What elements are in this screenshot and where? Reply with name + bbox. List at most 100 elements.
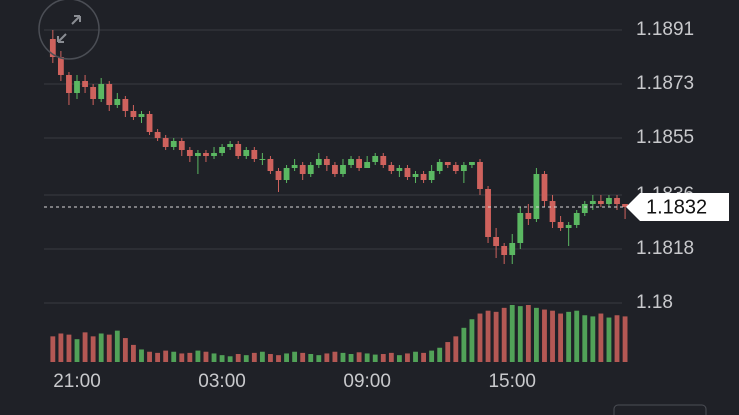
candle-body [74,81,80,93]
candle [549,195,556,228]
current-price-label: 1.1832 [646,196,707,218]
candle-body [178,141,185,150]
volume-bar [147,351,152,362]
candle-body [291,165,298,168]
candle-body [66,75,72,93]
candle-body [186,150,193,156]
x-tick-label: 21:00 [53,371,101,392]
candle [509,234,516,264]
candle [517,207,524,249]
candle [315,153,322,168]
candle-body [364,162,371,168]
volume-bar [58,333,64,362]
candle [243,147,250,159]
candle [404,165,411,180]
candle-body [251,150,258,159]
bottom-button[interactable] [613,404,707,415]
candle-body [170,141,177,147]
candle-body [98,84,105,99]
current-price-box [626,193,729,221]
volume-bar [501,307,507,362]
candle-body [356,159,363,168]
candle-body [154,132,161,138]
candle-body [606,198,612,204]
volume-bar [50,336,56,362]
candle-body [195,153,201,156]
candle-body [372,156,379,162]
expand-button[interactable] [38,0,100,60]
candle-body [162,138,169,147]
volume-bar [445,342,451,362]
candle-body [203,153,209,156]
candle-body [557,222,564,228]
candle [597,195,604,207]
candle-body [307,165,314,174]
candle-body [589,201,596,204]
candle-body [549,201,556,222]
candle [146,111,153,135]
candle-body [493,237,500,246]
volume-bar [308,354,314,362]
candle-body [49,39,56,57]
candle-body [243,150,250,156]
candle-body [428,171,435,180]
volume-bar [251,352,257,362]
volume-bar [533,307,539,362]
candle-body [348,159,354,165]
volume-bar [235,354,241,362]
candle-body [573,213,580,225]
volume-bar [179,353,185,362]
candle-body [533,174,540,219]
candle-body [340,165,346,174]
candle [74,75,80,99]
candle-body [622,204,628,207]
volume-bar [461,327,467,362]
candle [525,204,532,225]
x-tick-label: 15:00 [488,371,536,392]
volume-bar [259,351,265,362]
candle [501,243,508,264]
candle [162,135,169,150]
volume-bar [243,355,249,362]
volume-bar [74,339,80,362]
candle [412,171,419,183]
candle [477,159,483,195]
candle [573,210,580,228]
expand-circle[interactable] [38,0,100,60]
volume-bar [582,315,588,362]
candle [396,165,403,177]
candle [82,75,88,93]
volume-bar [453,336,459,362]
expand-icon[interactable] [57,15,81,43]
candle-body [323,159,330,165]
candle [460,162,467,183]
candle-body [404,168,411,177]
candle [323,156,330,171]
volume-bar [405,353,410,362]
candle [485,186,491,243]
candle [307,162,314,177]
volume-bar [324,353,330,362]
candle-body [412,174,419,177]
candle [606,195,612,207]
volume-bar [614,315,620,362]
volume-bar [276,355,281,362]
volume-bar [469,319,475,362]
volume-bar [106,334,112,362]
candle [57,51,64,81]
volume-bar [227,356,233,362]
candle [251,147,258,162]
candle-body [436,162,443,171]
volume-bar [300,352,306,362]
candle-body [82,81,88,87]
candle-body [146,114,153,132]
candle [90,84,97,105]
volume-bar [340,352,346,362]
candle-body [541,174,548,201]
volume-bar [122,338,128,362]
volume-bar [606,317,612,362]
volume-bar [131,344,136,362]
candle [49,30,56,63]
candle-body [501,246,508,255]
